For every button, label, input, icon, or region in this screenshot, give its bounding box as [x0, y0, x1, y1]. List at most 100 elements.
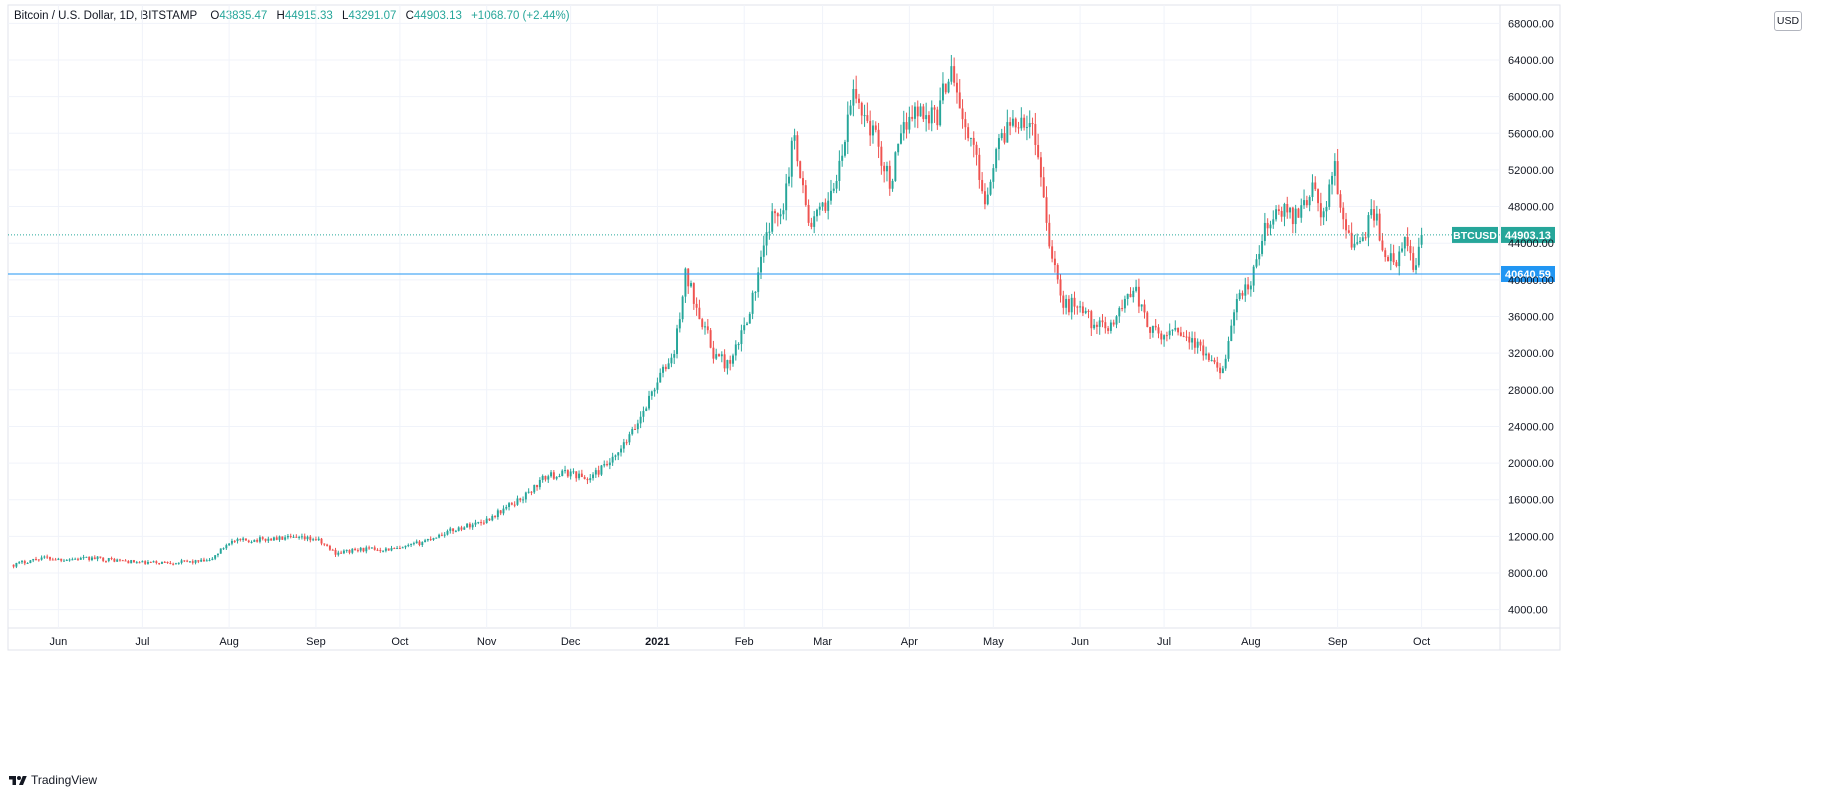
tradingview-brand[interactable]: TradingView [9, 773, 97, 787]
candle-up [757, 272, 760, 292]
candle-up [312, 539, 315, 541]
candle-down [60, 558, 63, 561]
candle-down [1059, 279, 1062, 296]
x-tick-label: 2021 [645, 636, 669, 648]
candle-down [706, 326, 709, 331]
symbol-tag [1452, 226, 1498, 243]
candle-up [785, 183, 788, 211]
candle-up [790, 140, 793, 177]
candle-up [382, 550, 385, 552]
candle-down [1154, 325, 1157, 328]
y-tick-label: 44000.00 [1508, 238, 1554, 250]
candle-down [452, 528, 455, 532]
candle-down [807, 204, 810, 223]
candle-down [712, 347, 715, 359]
candle-up [1171, 329, 1174, 331]
candle-up [650, 391, 653, 396]
candle-down [634, 428, 637, 430]
candle-down [583, 477, 586, 480]
candle-down [905, 122, 908, 130]
candle-up [894, 152, 897, 181]
candle-up [1303, 200, 1306, 206]
candle-down [625, 442, 628, 444]
candle-down [1345, 219, 1348, 231]
candle-up [734, 344, 737, 356]
candle-down [1014, 118, 1017, 128]
y-tick-label: 4000.00 [1508, 605, 1548, 617]
candle-up [989, 181, 992, 195]
candle-up [561, 470, 564, 476]
candle-down [936, 109, 939, 126]
candle-down [1373, 209, 1376, 221]
candle-up [146, 562, 149, 564]
x-tick-label: Sep [306, 636, 326, 648]
candle-up [516, 498, 519, 505]
candle-up [913, 106, 916, 119]
candle-up [1230, 325, 1233, 342]
candle-up [1224, 358, 1227, 369]
horizontal-line-price-box [1501, 265, 1555, 282]
currency-button[interactable]: USD [1774, 11, 1802, 31]
candle-up [732, 355, 734, 364]
chart-legend: Bitcoin / U.S. Dollar, 1D, BITSTAMP O438… [14, 10, 570, 22]
candle-up [188, 561, 191, 563]
candle-up [292, 536, 295, 538]
candle-down [348, 549, 351, 553]
open-value: 43835.47 [219, 10, 268, 22]
candle-down [1160, 333, 1163, 340]
candle-down [309, 536, 312, 541]
candle-up [681, 296, 684, 320]
candle-down [877, 129, 880, 147]
candle-down [1076, 306, 1079, 308]
candle-up [726, 360, 729, 369]
candle-up [1028, 123, 1031, 128]
candle-down [362, 547, 365, 552]
candle-down [12, 564, 15, 567]
chart-frame [7, 4, 1561, 651]
candle-down [1266, 222, 1269, 229]
y-tick-label: 40000.00 [1508, 275, 1554, 287]
candle-down [331, 549, 334, 551]
candle-down [1009, 122, 1012, 126]
candle-down [1297, 208, 1300, 218]
price-axis: 68000.00 64000.00 60000.00 56000.00 52000.00… [1508, 18, 1554, 616]
candle-up [446, 530, 449, 535]
candle-up [969, 137, 972, 139]
candle-up [765, 232, 768, 246]
symbol-title[interactable]: Bitcoin / U.S. Dollar, 1D, BITSTAMP [14, 10, 198, 22]
candle-up [779, 214, 782, 217]
candle-down [1081, 306, 1084, 314]
candle-up [611, 456, 614, 463]
candle-up [648, 395, 651, 409]
candle-down [1034, 124, 1037, 145]
candle-up [863, 115, 866, 117]
candle-down [1364, 237, 1367, 239]
candle-up [522, 499, 525, 501]
candle-down [314, 539, 317, 541]
candle-down [1387, 257, 1390, 262]
candle-up [438, 534, 441, 538]
candle-down [49, 557, 51, 560]
candle-down [1031, 123, 1034, 125]
candle-up [1174, 327, 1177, 330]
candle-up [1356, 242, 1359, 244]
candle-down [233, 540, 236, 542]
candle-up [818, 206, 821, 210]
candle-up [1333, 161, 1336, 176]
candle-down [323, 543, 326, 545]
candle-up [541, 475, 544, 480]
candle-down [197, 560, 200, 562]
candle-up [401, 547, 404, 549]
candle-up [370, 547, 373, 549]
candle-down [866, 115, 869, 121]
tradingview-logo-icon [9, 776, 27, 785]
candle-up [306, 536, 309, 540]
low-value: 43291.07 [348, 10, 397, 22]
candle-up [1006, 122, 1009, 143]
candle-down [46, 556, 49, 558]
candle-up [449, 528, 452, 531]
candle-up [986, 194, 989, 205]
candle-up [1325, 206, 1328, 212]
candle-up [107, 558, 110, 561]
